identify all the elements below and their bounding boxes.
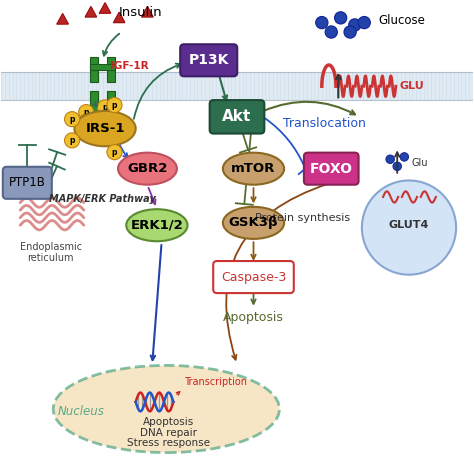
Circle shape bbox=[362, 181, 456, 275]
Text: GSK3β: GSK3β bbox=[229, 216, 278, 229]
Text: Stress response: Stress response bbox=[127, 438, 210, 448]
Text: Apoptosis: Apoptosis bbox=[143, 417, 194, 427]
Text: Glu: Glu bbox=[411, 157, 428, 167]
Polygon shape bbox=[114, 12, 125, 23]
Text: p: p bbox=[69, 115, 75, 124]
Polygon shape bbox=[142, 7, 153, 17]
Circle shape bbox=[64, 133, 80, 148]
Text: p: p bbox=[69, 136, 75, 145]
Text: P13K: P13K bbox=[189, 53, 229, 67]
Text: Endoplasmic
reticulum: Endoplasmic reticulum bbox=[20, 242, 82, 264]
FancyBboxPatch shape bbox=[304, 153, 358, 185]
Circle shape bbox=[98, 114, 113, 129]
Text: Protein synthesis: Protein synthesis bbox=[255, 213, 351, 223]
Circle shape bbox=[349, 19, 361, 31]
Text: IGF-1R: IGF-1R bbox=[110, 62, 148, 72]
Circle shape bbox=[98, 100, 113, 115]
Circle shape bbox=[325, 26, 337, 38]
FancyBboxPatch shape bbox=[180, 44, 237, 76]
Text: Insulin: Insulin bbox=[118, 6, 162, 19]
Circle shape bbox=[79, 105, 94, 119]
Circle shape bbox=[107, 145, 122, 160]
FancyBboxPatch shape bbox=[213, 261, 294, 293]
Circle shape bbox=[79, 114, 94, 129]
Bar bbox=[1, 72, 473, 100]
Polygon shape bbox=[85, 7, 97, 17]
Bar bbox=[108, 56, 115, 82]
Text: GLU: GLU bbox=[400, 81, 424, 91]
Text: p: p bbox=[102, 103, 108, 112]
Bar bbox=[108, 91, 115, 117]
Text: Akt: Akt bbox=[222, 109, 252, 124]
Text: p: p bbox=[83, 108, 89, 117]
Text: GBR2: GBR2 bbox=[128, 162, 168, 175]
Text: Caspase-3: Caspase-3 bbox=[221, 271, 286, 283]
Text: PTP1B: PTP1B bbox=[9, 176, 46, 189]
Circle shape bbox=[64, 112, 80, 127]
Ellipse shape bbox=[223, 207, 284, 239]
FancyBboxPatch shape bbox=[3, 167, 52, 199]
Text: p: p bbox=[83, 117, 89, 126]
Text: FOXO: FOXO bbox=[310, 162, 353, 176]
Polygon shape bbox=[100, 3, 111, 13]
Text: Apoptosis: Apoptosis bbox=[223, 310, 284, 324]
Circle shape bbox=[393, 162, 401, 171]
Text: p: p bbox=[112, 100, 117, 109]
Text: ERK1/2: ERK1/2 bbox=[130, 219, 183, 232]
Bar bbox=[91, 64, 115, 70]
Polygon shape bbox=[57, 14, 68, 24]
Circle shape bbox=[400, 153, 409, 161]
Text: DNA repair: DNA repair bbox=[140, 428, 197, 438]
Ellipse shape bbox=[126, 209, 188, 241]
Ellipse shape bbox=[74, 111, 136, 146]
Text: IRS-1: IRS-1 bbox=[85, 122, 125, 135]
Circle shape bbox=[316, 17, 328, 29]
Text: Translocation: Translocation bbox=[283, 118, 365, 130]
Circle shape bbox=[344, 26, 356, 38]
Circle shape bbox=[386, 155, 394, 164]
Text: mTOR: mTOR bbox=[231, 162, 276, 175]
Text: Nucleus: Nucleus bbox=[58, 405, 105, 418]
Circle shape bbox=[107, 98, 122, 113]
FancyBboxPatch shape bbox=[210, 100, 264, 134]
Text: Glucose: Glucose bbox=[378, 14, 425, 27]
Ellipse shape bbox=[53, 365, 279, 453]
Ellipse shape bbox=[223, 153, 284, 185]
Bar bbox=[91, 91, 98, 117]
Ellipse shape bbox=[118, 153, 177, 185]
Bar bbox=[91, 56, 98, 82]
Circle shape bbox=[358, 17, 370, 29]
Text: GLUT4: GLUT4 bbox=[389, 220, 429, 230]
Circle shape bbox=[335, 12, 347, 24]
Text: p: p bbox=[112, 148, 117, 157]
Text: MAPK/ERK Pathway: MAPK/ERK Pathway bbox=[49, 194, 156, 204]
Text: Transcription: Transcription bbox=[184, 377, 247, 387]
Text: p: p bbox=[102, 117, 108, 126]
